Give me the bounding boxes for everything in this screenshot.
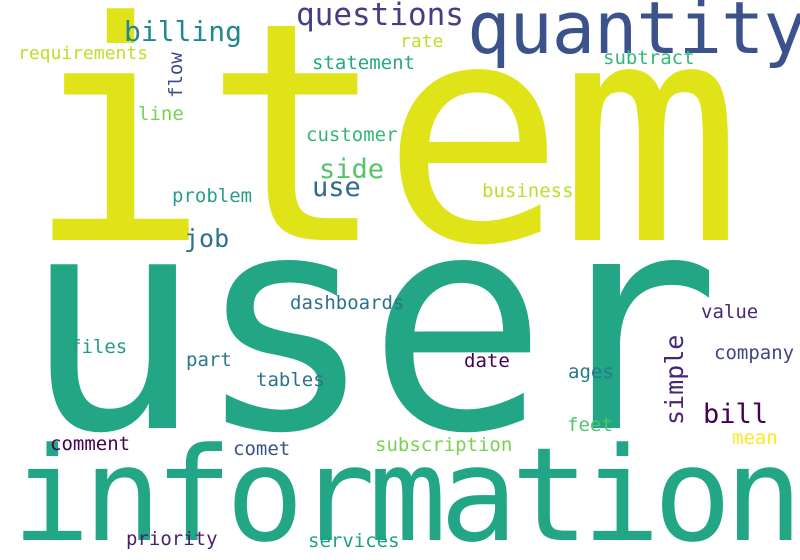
word-part: part bbox=[186, 349, 232, 371]
word-user: user bbox=[22, 150, 720, 499]
word-files: files bbox=[70, 336, 128, 358]
word-business: business bbox=[482, 180, 574, 202]
word-dashboards: dashboards bbox=[290, 292, 405, 314]
word-company: company bbox=[714, 342, 795, 364]
word-priority: priority bbox=[126, 528, 218, 550]
word-use: use bbox=[312, 172, 361, 203]
word-information: information bbox=[12, 419, 800, 560]
word-problem: problem bbox=[172, 185, 253, 207]
word-tables: tables bbox=[256, 369, 325, 391]
word-flow: flow bbox=[165, 52, 187, 98]
word-services: services bbox=[308, 530, 400, 552]
word-date: date bbox=[464, 350, 510, 372]
word-billing: billing bbox=[124, 15, 243, 48]
word-subscription: subscription bbox=[375, 434, 513, 456]
word-side: side bbox=[319, 154, 385, 185]
word-feet: feet bbox=[567, 414, 613, 436]
word-customer: customer bbox=[306, 124, 398, 146]
word-quantity: quantity bbox=[467, 0, 800, 70]
word-comment: comment bbox=[50, 433, 131, 455]
word-line: line bbox=[138, 103, 184, 125]
word-value: value bbox=[701, 301, 759, 323]
word-questions: questions bbox=[296, 0, 464, 33]
word-comet: comet bbox=[233, 438, 291, 460]
word-statement: statement bbox=[312, 52, 415, 74]
word-bill: bill bbox=[703, 399, 769, 430]
word-mean: mean bbox=[732, 427, 778, 449]
word-rate: rate bbox=[400, 31, 444, 52]
word-requirements: requirements bbox=[18, 43, 149, 64]
word-item: item bbox=[26, 0, 743, 312]
word-simple: simple bbox=[660, 334, 689, 425]
word-subtract: subtract bbox=[603, 47, 695, 69]
word-job: job bbox=[184, 224, 230, 253]
word-ages: ages bbox=[568, 361, 614, 383]
